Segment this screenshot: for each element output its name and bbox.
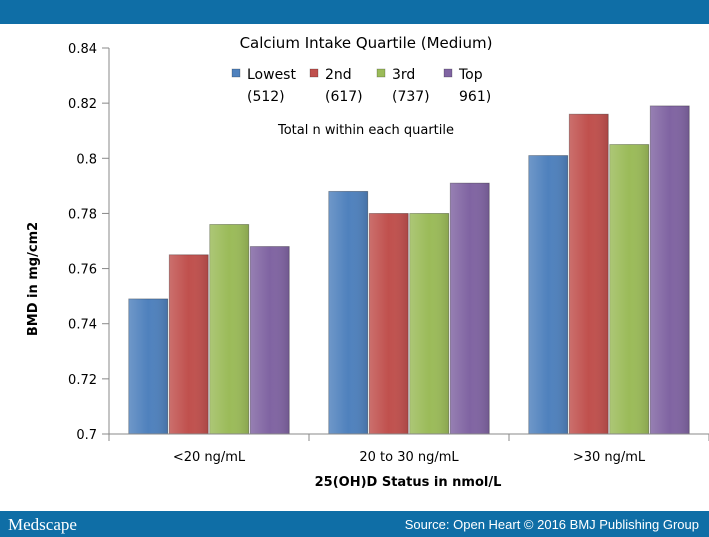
y-tick-label: 0.84 (68, 42, 97, 57)
legend-label: 3rd (392, 67, 415, 83)
x-tick-label: 20 to 30 ng/mL (359, 450, 459, 465)
medscape-logo: Medscape (8, 515, 77, 534)
bar-shading (250, 246, 290, 434)
x-axis: <20 ng/mL 20 to 30 ng/mL >30 ng/mL (108, 434, 709, 465)
y-tick-label: 0.74 (68, 318, 97, 333)
x-tick-label: >30 ng/mL (573, 450, 646, 465)
x-tick-label: <20 ng/mL (173, 450, 246, 465)
bar-shading (450, 183, 490, 434)
y-tick-label: 0.7 (76, 428, 97, 443)
legend: Lowest (512) 2nd (617) 3rd (737) Top 961) (231, 67, 491, 105)
legend-label: Lowest (247, 67, 296, 83)
bar-shading (650, 105, 690, 435)
bars (128, 105, 690, 435)
bar-shading (328, 191, 368, 434)
y-tick-label: 0.8 (76, 152, 97, 167)
legend-count: (512) (247, 89, 285, 105)
top-banner (0, 0, 709, 24)
x-axis-label: 25(OH)D Status in nmol/L (315, 475, 502, 490)
legend-count: (737) (392, 89, 430, 105)
bottom-banner: Medscape Source: Open Heart © 2016 BMJ P… (0, 511, 709, 537)
y-tick-label: 0.82 (68, 97, 97, 112)
legend-swatch (376, 68, 386, 78)
bar-shading (609, 144, 649, 434)
legend-count: 961) (459, 89, 491, 105)
legend-swatch (309, 68, 319, 78)
y-axis: 0.7 0.72 0.74 0.76 0.78 0.8 0.82 0.84 (68, 42, 109, 443)
legend-swatch (443, 68, 453, 78)
chart-title: Calcium Intake Quartile (Medium) (240, 34, 493, 52)
chart-annotation: Total n within each quartile (277, 123, 454, 138)
y-axis-label: BMD in mg/cm2 (26, 222, 41, 336)
legend-label: 2nd (325, 67, 352, 83)
bar-shading (569, 114, 609, 435)
bar-shading (369, 213, 409, 434)
y-tick-label: 0.72 (68, 373, 97, 388)
bar-chart: Calcium Intake Quartile (Medium) Total n… (26, 34, 709, 490)
y-tick-label: 0.78 (68, 207, 97, 222)
bar-shading (128, 298, 168, 434)
legend-label: Top (458, 67, 483, 83)
bar-shading (409, 213, 449, 434)
bar-shading (209, 224, 249, 434)
source-credit: Source: Open Heart © 2016 BMJ Publishing… (404, 517, 699, 532)
bar-shading (528, 155, 568, 434)
y-tick-label: 0.76 (68, 263, 97, 278)
bar-shading (169, 254, 209, 434)
legend-swatch (231, 68, 241, 78)
legend-count: (617) (325, 89, 363, 105)
